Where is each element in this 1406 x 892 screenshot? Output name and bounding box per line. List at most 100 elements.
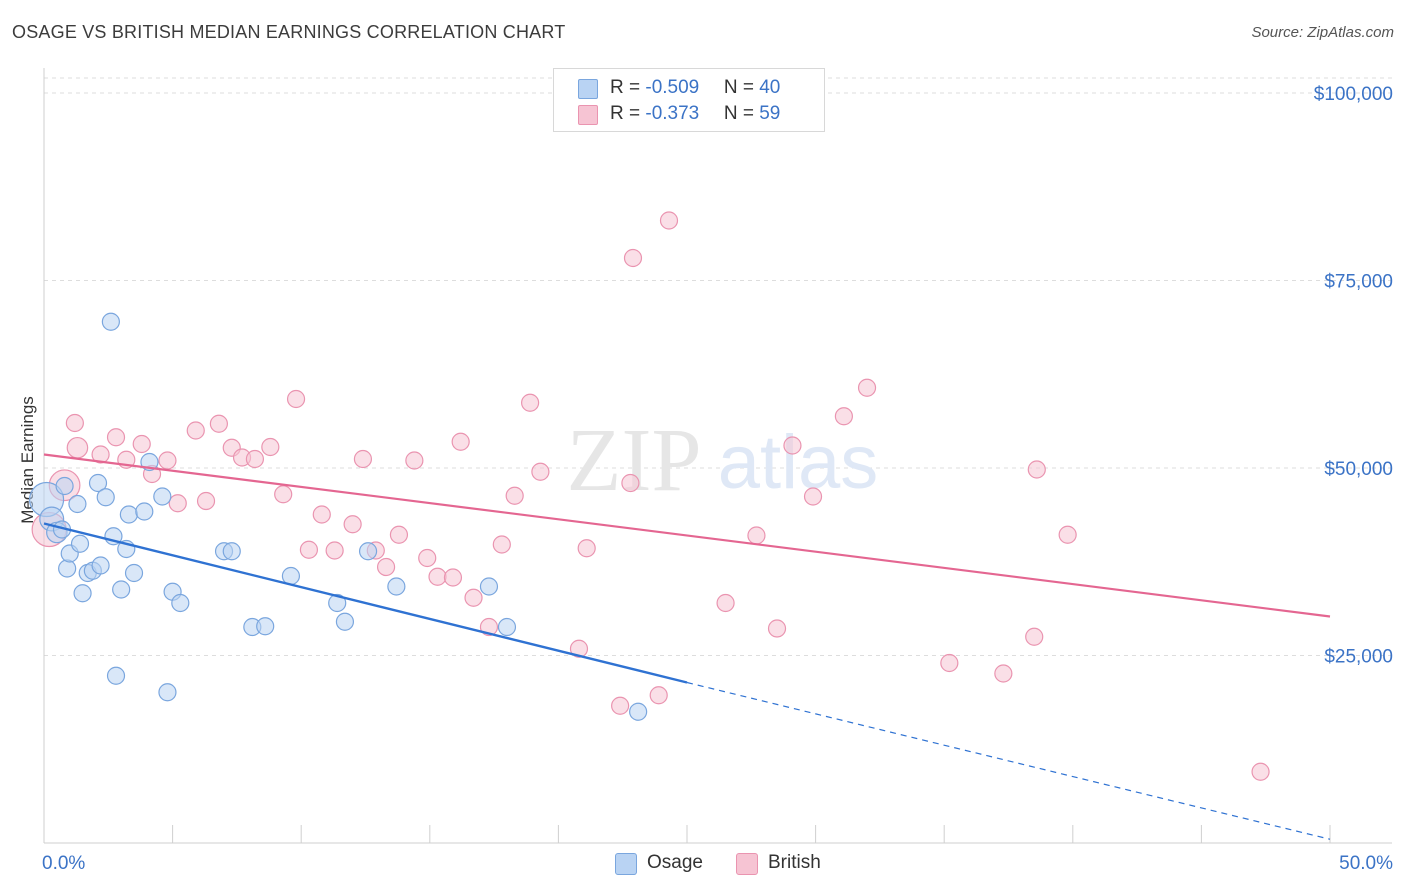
british-point bbox=[196, 491, 216, 511]
british-point bbox=[418, 548, 437, 568]
osage-point bbox=[158, 683, 177, 702]
osage-point bbox=[101, 312, 120, 331]
british-point bbox=[312, 505, 331, 524]
british-point bbox=[623, 248, 643, 268]
british-point bbox=[492, 535, 511, 554]
british-point bbox=[1025, 627, 1044, 646]
british-point bbox=[132, 434, 151, 454]
british-point bbox=[649, 686, 668, 705]
osage-legend-label: Osage bbox=[647, 852, 703, 873]
british-r-label: R = bbox=[610, 103, 646, 124]
british-point bbox=[857, 378, 877, 397]
british-n-value: 59 bbox=[759, 103, 781, 124]
british-point bbox=[1058, 525, 1077, 544]
british-point bbox=[106, 428, 126, 447]
british-point bbox=[245, 449, 265, 469]
osage-r-value: -0.509 bbox=[645, 77, 700, 98]
x-tick-label-min: 0.0% bbox=[42, 853, 85, 874]
osage-point bbox=[153, 487, 172, 506]
y-tick-label: $50,000 bbox=[1324, 459, 1393, 480]
british-point bbox=[186, 421, 205, 440]
osage-point bbox=[88, 473, 108, 493]
british-point bbox=[91, 445, 110, 464]
british-point bbox=[376, 557, 396, 577]
y-tick-label: $100,000 bbox=[1314, 84, 1393, 105]
osage-r-label: R = bbox=[610, 77, 646, 98]
british-point bbox=[783, 436, 802, 455]
osage-point bbox=[479, 577, 499, 596]
british-point bbox=[659, 211, 679, 230]
british-point bbox=[621, 473, 640, 493]
british-point bbox=[994, 664, 1013, 683]
british-point bbox=[940, 653, 959, 673]
watermark-atlas: atlas bbox=[718, 420, 879, 505]
correlation-legend: R = -0.509 N = 40 R = -0.373 N = 59 bbox=[553, 68, 825, 132]
british-point bbox=[261, 437, 280, 457]
osage-point bbox=[96, 488, 115, 507]
british-point bbox=[505, 486, 524, 505]
british-point bbox=[577, 539, 596, 558]
y-tick-label: $75,000 bbox=[1324, 272, 1393, 293]
british-trend-line bbox=[43, 453, 1331, 618]
british-legend-swatch bbox=[736, 853, 758, 875]
osage-trend-extension bbox=[686, 681, 1331, 840]
x-tick-label-max: 50.0% bbox=[1339, 853, 1393, 874]
british-point bbox=[803, 487, 823, 506]
osage-swatch bbox=[578, 79, 598, 99]
osage-point bbox=[91, 556, 110, 575]
osage-n-label: N = bbox=[723, 77, 760, 98]
british-point bbox=[443, 568, 463, 587]
osage-point bbox=[70, 534, 90, 553]
osage-point bbox=[328, 593, 347, 613]
british-point bbox=[65, 413, 84, 433]
osage-n-value: 40 bbox=[759, 77, 781, 98]
osage-point bbox=[58, 559, 77, 578]
british-point bbox=[274, 485, 293, 504]
osage-point bbox=[124, 563, 144, 583]
british-point bbox=[747, 526, 766, 545]
british-point bbox=[834, 407, 853, 426]
british-point bbox=[405, 451, 424, 470]
british-n-label: N = bbox=[723, 103, 760, 124]
british-point bbox=[286, 389, 306, 409]
british-point bbox=[66, 436, 89, 459]
british-point bbox=[451, 432, 470, 451]
osage-legend-swatch bbox=[615, 853, 637, 875]
osage-point bbox=[497, 617, 517, 637]
british-r-value: -0.373 bbox=[645, 103, 700, 124]
british-point bbox=[611, 696, 630, 715]
british-point bbox=[521, 393, 540, 412]
british-point bbox=[1027, 460, 1046, 479]
british-point bbox=[569, 639, 589, 658]
british-point bbox=[209, 414, 228, 433]
british-point bbox=[464, 588, 483, 607]
osage-point bbox=[222, 542, 241, 561]
osage-point bbox=[106, 666, 126, 685]
osage-point bbox=[135, 502, 154, 521]
british-point bbox=[767, 619, 787, 638]
british-point bbox=[158, 451, 177, 470]
osage-point bbox=[387, 577, 406, 596]
osage-point bbox=[358, 542, 378, 561]
british-point bbox=[353, 449, 373, 469]
british-point bbox=[343, 515, 362, 534]
british-legend-label: British bbox=[768, 852, 821, 873]
y-tick-label: $25,000 bbox=[1324, 647, 1393, 668]
british-point bbox=[716, 593, 735, 613]
british-point bbox=[299, 540, 319, 559]
british-point bbox=[168, 494, 187, 513]
british-swatch bbox=[578, 105, 598, 125]
watermark-zip: ZIP bbox=[567, 411, 702, 510]
british-point bbox=[389, 525, 409, 544]
osage-point bbox=[112, 580, 131, 599]
osage-point bbox=[68, 494, 87, 514]
british-point bbox=[428, 567, 447, 586]
osage-trend-line bbox=[43, 522, 688, 684]
osage-point bbox=[256, 617, 275, 636]
british-point bbox=[531, 462, 550, 481]
chart-title: OSAGE VS BRITISH MEDIAN EARNINGS CORRELA… bbox=[12, 22, 566, 42]
osage-point bbox=[629, 702, 648, 721]
osage-point bbox=[335, 612, 355, 631]
osage-point bbox=[55, 476, 74, 496]
